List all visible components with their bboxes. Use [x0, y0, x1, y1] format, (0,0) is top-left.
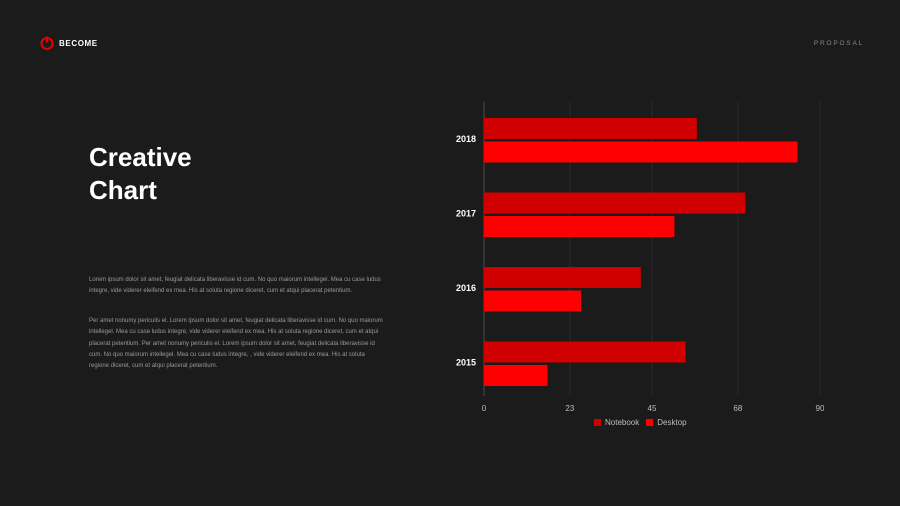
- section-label: PROPOSAL: [813, 40, 864, 47]
- category-label: 2018: [456, 134, 476, 144]
- legend-swatch-notebook: [594, 419, 601, 426]
- x-tick-label: 90: [816, 404, 825, 413]
- x-tick-label: 23: [565, 404, 574, 413]
- legend-label-desktop: Desktop: [657, 418, 687, 427]
- bar-desktop-2017: [484, 216, 675, 237]
- bar-notebook-2015: [484, 341, 686, 363]
- x-tick-label: 45: [648, 404, 657, 413]
- brand-name: BECOME: [59, 38, 98, 48]
- legend-item-desktop: Desktop: [646, 418, 687, 427]
- brand-logo-icon: [40, 36, 54, 50]
- chart-legend: Notebook Desktop: [594, 418, 694, 427]
- x-tick-label: 0: [482, 404, 487, 413]
- body-paragraph-1: Lorem ipsum dolor sit amet, feugiat deli…: [89, 277, 381, 295]
- legend-label-notebook: Notebook: [605, 418, 640, 427]
- bar-notebook-2017: [484, 192, 746, 214]
- slide-title-line-2: Chart: [89, 175, 157, 205]
- brand: BECOME: [40, 36, 98, 50]
- bar-desktop-2015: [484, 365, 548, 386]
- slide-title: Creative Chart: [89, 141, 192, 207]
- body-paragraph-2: Per amet nonumy periculis ei. Lorem ipsu…: [89, 318, 383, 370]
- bar-desktop-2016: [484, 290, 582, 312]
- category-label: 2016: [456, 283, 476, 293]
- legend-item-notebook: Notebook: [594, 418, 639, 427]
- bar-desktop-2018: [484, 141, 798, 163]
- category-label: 2015: [456, 358, 476, 368]
- bar-notebook-2018: [484, 118, 697, 139]
- bar-notebook-2016: [484, 267, 641, 288]
- category-label: 2017: [456, 209, 476, 219]
- slide-title-line-1: Creative: [89, 142, 192, 172]
- legend-swatch-desktop: [646, 419, 654, 426]
- x-tick-label: 68: [733, 404, 742, 413]
